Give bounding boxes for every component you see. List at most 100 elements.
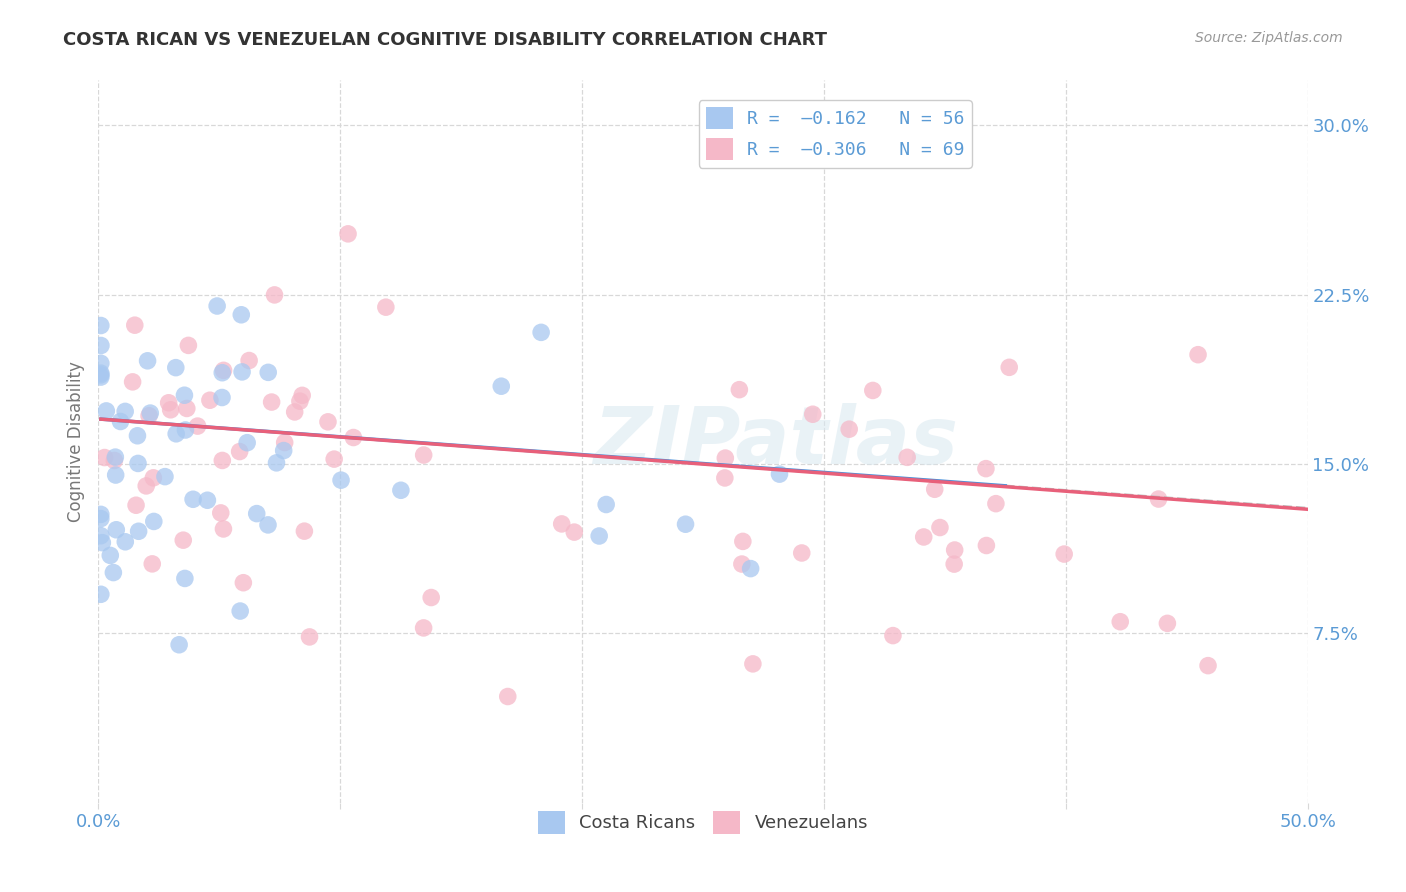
Point [595,498,617,512]
Point [231,308,253,322]
Point [125,498,148,512]
Point [741,657,763,671]
Point [167,638,190,652]
Point [588,529,610,543]
Point [157,396,180,410]
Point [257,517,280,532]
Point [114,534,136,549]
Point [768,467,790,482]
Point [105,523,128,537]
Point [228,444,250,458]
Point [165,360,187,375]
Point [136,353,159,368]
Point [229,604,252,618]
Point [139,406,162,420]
Point [177,338,200,352]
Point [90,508,112,522]
Point [675,517,697,532]
Point [342,430,364,444]
Point [284,405,307,419]
Point [263,288,285,302]
Point [90,338,112,352]
Point [205,299,228,313]
Point [128,524,150,539]
Point [1187,348,1209,362]
Point [173,571,195,585]
Point [90,370,112,384]
Point [912,530,935,544]
Point [135,479,157,493]
Point [236,435,259,450]
Point [292,524,315,538]
Point [330,473,353,487]
Point [1156,616,1178,631]
Text: Source: ZipAtlas.com: Source: ZipAtlas.com [1195,31,1343,45]
Point [197,493,219,508]
Point [104,450,127,464]
Point [1109,615,1132,629]
Point [90,511,112,525]
Point [943,543,966,558]
Point [231,365,253,379]
Point [209,506,232,520]
Point [273,443,295,458]
Point [187,419,209,434]
Point [212,363,235,377]
Point [138,409,160,423]
Point [98,549,121,563]
Point [412,621,434,635]
Point [337,227,360,241]
Point [211,366,233,380]
Point [165,426,187,441]
Point [174,423,197,437]
Point [127,429,149,443]
Point [173,388,195,402]
Point [238,353,260,368]
Point [882,629,904,643]
Point [496,690,519,704]
Point [90,587,112,601]
Point [90,368,112,382]
Point [551,516,574,531]
Legend: Costa Ricans, Venezuelans: Costa Ricans, Venezuelans [530,805,876,841]
Point [90,529,112,543]
Point [90,318,112,333]
Point [176,401,198,416]
Point [141,557,163,571]
Point [976,539,998,553]
Point [374,300,396,314]
Point [114,404,136,418]
Point [801,407,824,421]
Point [790,546,813,560]
Point [212,522,235,536]
Point [731,557,754,571]
Point [232,575,254,590]
Point [90,366,112,380]
Point [121,375,143,389]
Point [491,379,513,393]
Point [731,534,754,549]
Point [110,415,132,429]
Point [298,630,321,644]
Point [316,415,339,429]
Point [260,395,283,409]
Point [172,533,194,548]
Point [153,469,176,483]
Point [124,318,146,333]
Point [211,453,233,467]
Point [562,525,585,540]
Point [1147,491,1170,506]
Point [728,383,751,397]
Point [103,453,125,467]
Point [291,388,314,402]
Point [998,360,1021,375]
Point [389,483,412,498]
Point [257,365,280,379]
Point [96,404,118,418]
Point [142,471,165,485]
Point [862,384,884,398]
Y-axis label: Cognitive Disability: Cognitive Disability [66,361,84,522]
Point [142,515,165,529]
Text: COSTA RICAN VS VENEZUELAN COGNITIVE DISABILITY CORRELATION CHART: COSTA RICAN VS VENEZUELAN COGNITIVE DISA… [63,31,827,49]
Point [198,393,221,408]
